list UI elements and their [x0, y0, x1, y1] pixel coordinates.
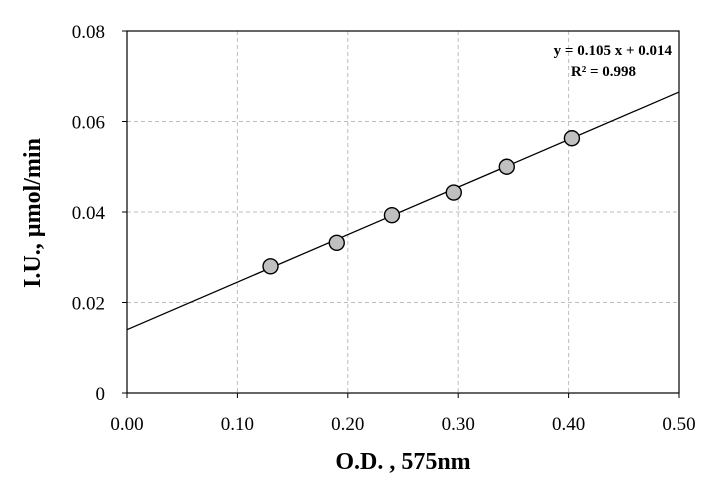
data-point [498, 158, 515, 175]
data-point [262, 258, 279, 275]
x-tick-label: 0.40 [552, 414, 585, 435]
r-squared-label: R² = 0.998 [571, 64, 636, 80]
y-tick-label: 0 [96, 384, 106, 405]
data-point [445, 184, 462, 201]
trendline [126, 91, 680, 331]
y-axis-title: I.U., µmol/min [20, 138, 46, 288]
y-axis-ticks: 0 0.02 0.04 0.06 0.08 [72, 22, 127, 405]
data-points [262, 130, 581, 275]
y-tick-label: 0.04 [72, 203, 106, 224]
y-tick-label: 0.06 [72, 113, 105, 134]
grid-lines [127, 31, 679, 393]
data-point [328, 234, 345, 251]
x-axis-title: O.D. , 575nm [335, 449, 470, 475]
y-tick-label: 0.02 [72, 294, 105, 315]
x-tick-label: 0.00 [110, 414, 143, 435]
x-tick-label: 0.10 [221, 414, 254, 435]
x-axis-ticks: 0.00 0.10 0.20 0.30 0.40 0.50 [110, 393, 696, 435]
x-tick-label: 0.50 [662, 414, 695, 435]
data-point [563, 130, 581, 147]
data-point [383, 206, 401, 224]
trendline-equation: y = 0.105 x + 0.014 [554, 43, 673, 59]
x-tick-label: 0.30 [442, 414, 475, 435]
y-tick-label: 0.08 [72, 22, 105, 43]
x-tick-label: 0.20 [331, 414, 364, 435]
